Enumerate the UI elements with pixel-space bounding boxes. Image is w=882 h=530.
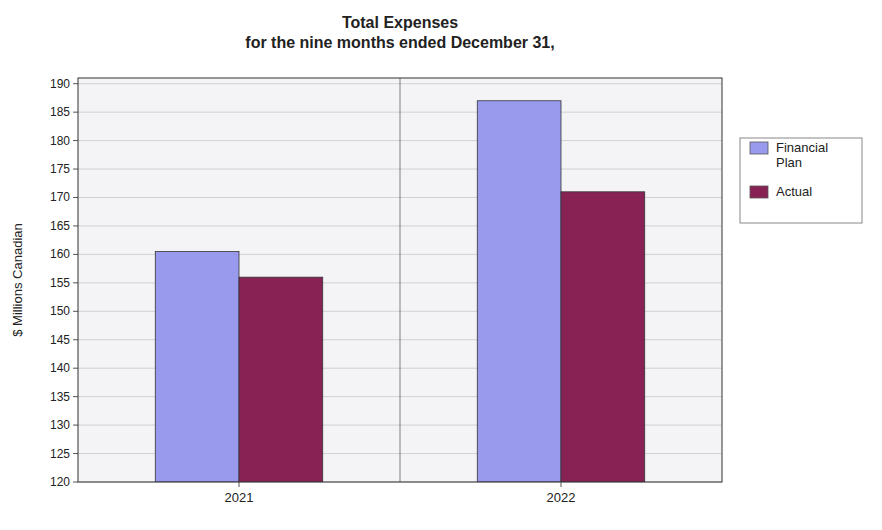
text-line: Actual [776, 184, 812, 199]
y-tick-label: 140 [50, 361, 70, 375]
y-tick-label: 175 [50, 162, 70, 176]
y-tick-label: 125 [50, 447, 70, 461]
y-axis-label: $ Millions Canadian [10, 223, 25, 336]
x-tick [561, 482, 562, 487]
y-tick [73, 169, 78, 170]
legend-box [740, 138, 862, 223]
y-tick [73, 425, 78, 426]
bar [561, 192, 645, 482]
y-tick-label: 190 [50, 77, 70, 91]
bar [239, 277, 323, 482]
title: Total Expenses for the nine months ended … [245, 14, 554, 51]
y-tick [73, 482, 78, 483]
y-tick-label: 145 [50, 333, 70, 347]
y-tick-label: 180 [50, 134, 70, 148]
y-tick [73, 83, 78, 84]
y-tick [73, 197, 78, 198]
legend-label: Actual [776, 184, 812, 199]
y-tick [73, 112, 78, 113]
plot-frame [78, 78, 722, 482]
y-tick [73, 254, 78, 255]
group-separator [400, 78, 401, 482]
text-line: for the nine months ended December 31, [245, 34, 554, 51]
legend-swatch [750, 186, 768, 198]
chart: 120 125 130 135 140 145 150 155 160 165 170 175 180 1… [0, 0, 882, 530]
text-line: Financial [776, 140, 828, 155]
y-tick [73, 453, 78, 454]
plot-area [78, 78, 722, 482]
x-tick [239, 482, 240, 487]
y-tick-label: 165 [50, 219, 70, 233]
y-tick-label: 120 [50, 475, 70, 489]
text-line: Total Expenses [342, 14, 458, 31]
legend-swatch [750, 142, 768, 154]
legend: FinancialPlan Actual [740, 138, 862, 223]
y-tick [73, 282, 78, 283]
y-tick-label: 160 [50, 247, 70, 261]
y-tick-label: 130 [50, 418, 70, 432]
bar [155, 252, 239, 482]
y-tick-label: 150 [50, 304, 70, 318]
y-tick [73, 396, 78, 397]
text-line: Plan [776, 155, 802, 170]
y-tick-label: 170 [50, 190, 70, 204]
y-tick [73, 140, 78, 141]
y-tick [73, 311, 78, 312]
bar [477, 101, 561, 482]
y-tick-label: 155 [50, 276, 70, 290]
legend-label: FinancialPlan [776, 140, 828, 170]
x-tick-label: 2021 [225, 490, 254, 505]
y-tick [73, 368, 78, 369]
y-tick [73, 225, 78, 226]
x-tick-label: 2022 [547, 490, 576, 505]
y-tick-label: 185 [50, 105, 70, 119]
y-tick [73, 339, 78, 340]
y-tick-label: 135 [50, 390, 70, 404]
